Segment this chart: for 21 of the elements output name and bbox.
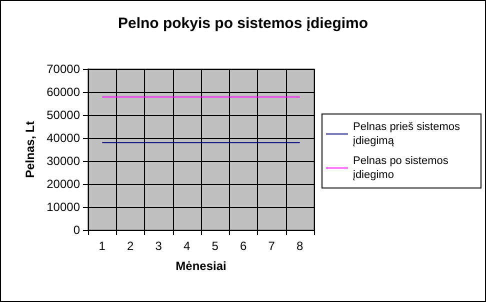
y-tick-label: 0: [73, 223, 80, 237]
y-tick-label: 50000: [46, 108, 80, 122]
y-tick-label: 40000: [46, 131, 80, 145]
y-tick-label: 10000: [46, 200, 80, 214]
legend-label: Pelnas po sistemos įdiegimo: [353, 155, 452, 181]
x-tick-label: 8: [296, 239, 304, 253]
x-axis-title: Mėnesiai: [176, 259, 226, 273]
x-tick-label: 6: [240, 239, 248, 253]
x-tick-label: 2: [127, 239, 134, 253]
y-tick-label: 70000: [46, 62, 80, 76]
legend-label: Pelnas prieš sistemos įdiegimą: [353, 121, 464, 147]
x-tick-label: 3: [155, 239, 162, 253]
x-tick-label: 7: [268, 239, 276, 253]
x-tick-label: 5: [212, 239, 219, 253]
y-axis-title: Pelnas, Lt: [23, 121, 37, 178]
x-tick-label: 4: [184, 239, 191, 253]
x-tick-label: 1: [98, 239, 106, 253]
y-tick-label: 60000: [46, 85, 80, 99]
chart-title: Pelno pokyis po sistemos įdiegimo: [118, 15, 368, 32]
y-tick-label: 20000: [46, 177, 80, 191]
y-tick-label: 30000: [46, 154, 80, 168]
